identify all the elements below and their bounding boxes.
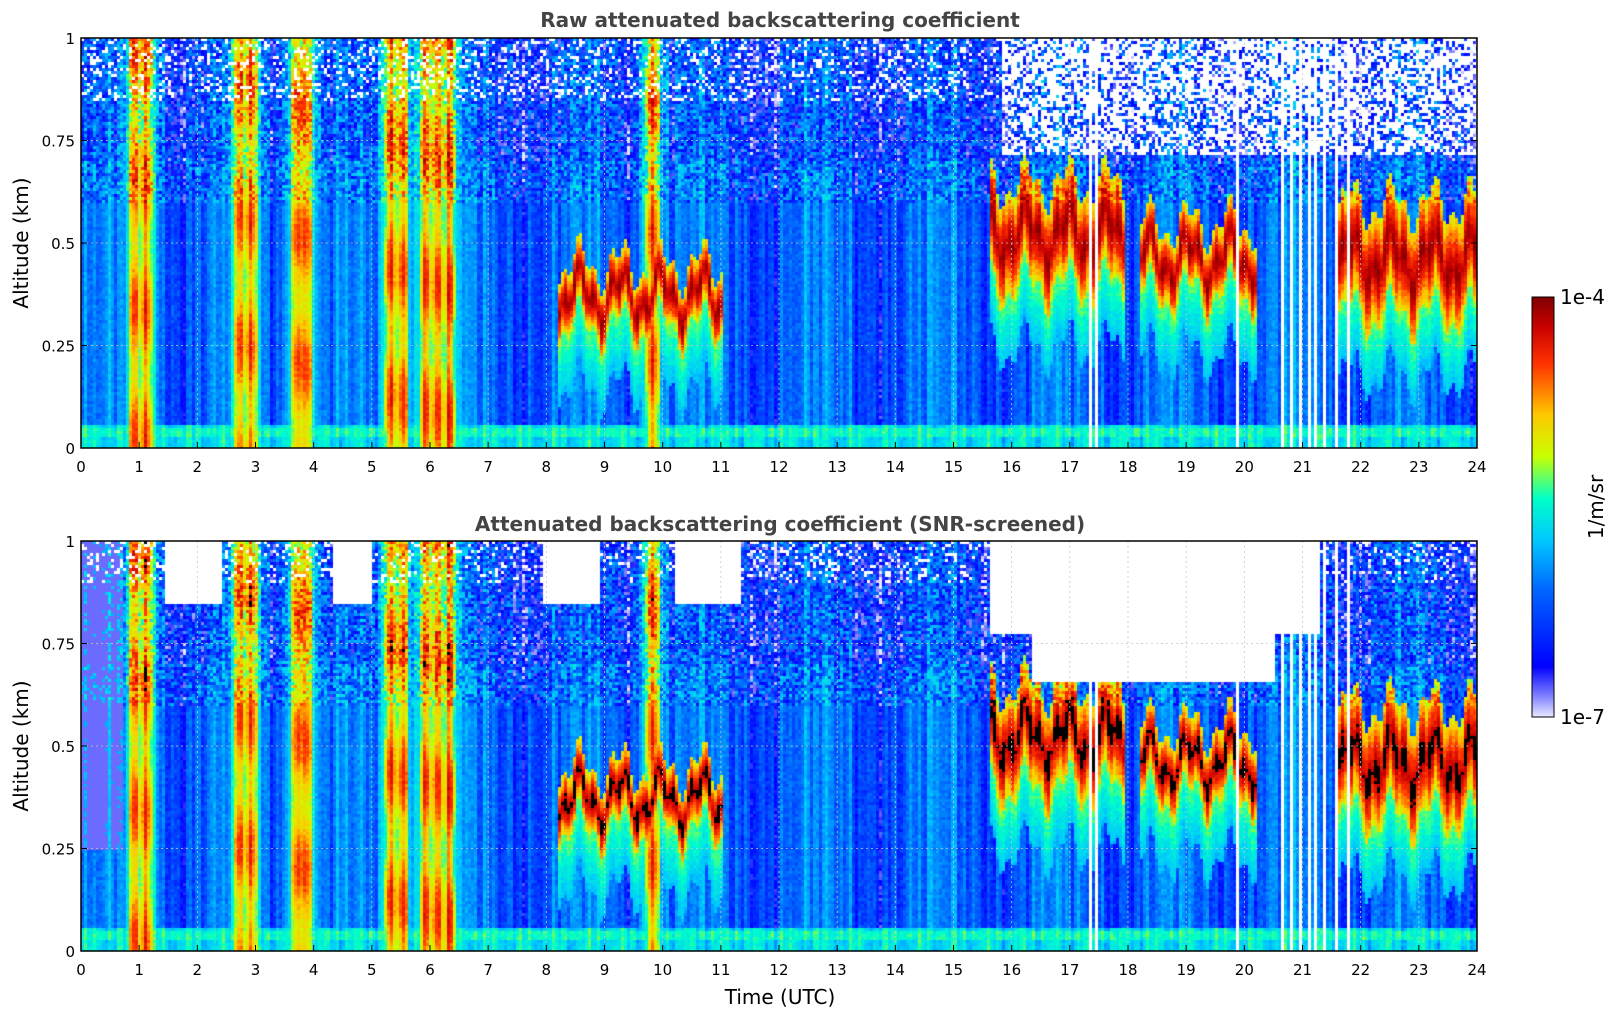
x-tick-label: 13 [828, 961, 847, 979]
x-tick-label: 17 [1060, 961, 1079, 979]
x-tick-label: 7 [483, 961, 493, 979]
x-tick-label: 10 [653, 961, 672, 979]
x-tick-label: 7 [483, 458, 493, 476]
x-tick-label: 24 [1467, 961, 1486, 979]
y-tick-label: 0.5 [51, 738, 75, 756]
x-tick-label: 3 [251, 961, 261, 979]
x-tick-label: 19 [1177, 961, 1196, 979]
y-tick-label: 0.75 [42, 636, 75, 654]
x-tick-label: 16 [1002, 961, 1021, 979]
y-axis: 0 0.25 0.5 0.75 1 [42, 533, 1477, 961]
y-tick-label: 0.5 [51, 235, 75, 253]
x-tick-label: 22 [1351, 458, 1370, 476]
x-tick-label: 12 [769, 961, 788, 979]
x-tick-label: 13 [828, 458, 847, 476]
x-tick-label: 23 [1409, 458, 1428, 476]
x-tick-label: 4 [309, 458, 319, 476]
x-tick-label: 20 [1235, 961, 1254, 979]
colorbar-gradient [1531, 296, 1555, 718]
colorbar-max-label: 1e-4 [1560, 285, 1605, 309]
x-tick-label: 20 [1235, 458, 1254, 476]
y-axis: 0 0.25 0.5 0.75 1 [42, 30, 1477, 458]
x-tick-label: 14 [886, 961, 905, 979]
colorbar-unit-label: 1/m/sr [1584, 474, 1608, 539]
x-tick-label: 6 [425, 961, 435, 979]
y-tick-label: 0.75 [42, 133, 75, 151]
x-tick-label: 3 [251, 458, 261, 476]
chart-title: Attenuated backscattering coefficient (S… [475, 512, 1085, 536]
x-tick-label: 1 [134, 961, 144, 979]
x-tick-label: 16 [1002, 458, 1021, 476]
x-tick-label: 5 [367, 961, 377, 979]
x-tick-label: 1 [134, 458, 144, 476]
x-tick-label: 8 [542, 961, 552, 979]
x-tick-label: 0 [76, 961, 86, 979]
x-tick-label: 17 [1060, 458, 1079, 476]
snr-screened-panel: Attenuated backscattering coefficient (S… [9, 512, 1487, 1009]
y-tick-label: 1 [65, 533, 75, 551]
x-axis: 0 1 2 3 4 5 6 7 8 9 10 11 12 13 14 15 16 17 18 19 20 21 22 23 24 [76, 442, 1487, 476]
x-tick-label: 0 [76, 458, 86, 476]
x-tick-label: 18 [1118, 458, 1137, 476]
x-tick-label: 15 [944, 961, 963, 979]
y-tick-label: 0 [65, 943, 75, 961]
y-axis-label: Altitude (km) [9, 680, 33, 811]
y-tick-label: 0.25 [42, 841, 75, 859]
x-tick-label: 23 [1409, 961, 1428, 979]
x-tick-label: 2 [193, 961, 203, 979]
x-tick-label: 10 [653, 458, 672, 476]
x-tick-label: 24 [1467, 458, 1486, 476]
x-tick-label: 9 [600, 458, 610, 476]
x-tick-label: 11 [711, 458, 730, 476]
grid [80, 37, 1478, 449]
colorbar: 1e-4 1e-7 1/m/sr [1531, 285, 1608, 729]
x-tick-label: 5 [367, 458, 377, 476]
x-axis: 0 1 2 3 4 5 6 7 8 9 10 11 12 13 14 15 16 17 18 19 20 21 22 23 24 [76, 945, 1487, 979]
y-tick-label: 1 [65, 30, 75, 48]
chart-title: Raw attenuated backscattering coefficien… [540, 8, 1020, 32]
x-tick-label: 11 [711, 961, 730, 979]
x-tick-label: 4 [309, 961, 319, 979]
x-tick-label: 14 [886, 458, 905, 476]
y-axis-label: Altitude (km) [9, 177, 33, 308]
raw-backscatter-panel: Raw attenuated backscattering coefficien… [9, 8, 1487, 476]
x-tick-label: 21 [1293, 961, 1312, 979]
y-tick-label: 0.25 [42, 338, 75, 356]
x-tick-label: 22 [1351, 961, 1370, 979]
x-tick-label: 21 [1293, 458, 1312, 476]
x-tick-label: 12 [769, 458, 788, 476]
y-tick-label: 0 [65, 440, 75, 458]
x-axis-label: Time (UTC) [724, 985, 836, 1009]
x-tick-label: 6 [425, 458, 435, 476]
x-tick-label: 8 [542, 458, 552, 476]
x-tick-label: 18 [1118, 961, 1137, 979]
x-tick-label: 15 [944, 458, 963, 476]
x-tick-label: 9 [600, 961, 610, 979]
colorbar-min-label: 1e-7 [1560, 705, 1605, 729]
x-tick-label: 19 [1177, 458, 1196, 476]
x-tick-label: 2 [193, 458, 203, 476]
